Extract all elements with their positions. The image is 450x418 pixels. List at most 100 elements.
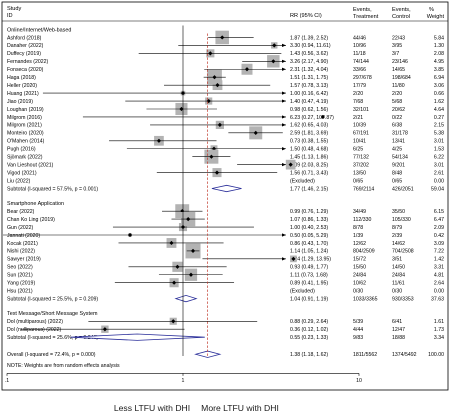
study-25-events-treatment: 15/72 — [353, 257, 366, 263]
study-28-point — [171, 280, 177, 285]
study-23-events-treatment: 12/62 — [353, 241, 366, 247]
study-2-weight: 2.08 — [434, 51, 444, 57]
study-29-weight: 0.00 — [434, 288, 444, 294]
weights-note: NOTE: Weights are from random effects an… — [7, 363, 120, 369]
study-10-point — [320, 114, 325, 120]
study-15-events-treatment: 77/132 — [353, 155, 369, 161]
study-28-events-treatment: 10/62 — [353, 281, 366, 287]
study-12-events-treatment: 67/191 — [353, 131, 369, 137]
study-0-weight: 5.84 — [434, 35, 444, 41]
study-20-point — [186, 217, 191, 222]
study-24-label: Nishi (2022) — [7, 249, 35, 255]
header-study: Study — [7, 6, 22, 12]
study-1-events-control: 3/95 — [392, 43, 402, 49]
study-16-events-treatment: 37/202 — [353, 162, 369, 168]
study-9-weight: 4.64 — [434, 107, 444, 113]
study-22-point — [127, 232, 133, 238]
study-1-weight: 1.30 — [434, 43, 444, 49]
study-18-label: Liu (2022) — [7, 178, 31, 184]
study-15-point — [209, 154, 214, 159]
study-8-ci-line-arrow — [282, 99, 286, 103]
study-23-events-control: 14/62 — [392, 241, 405, 247]
right-direction-label: More LTFU with DHI — [201, 403, 279, 413]
study-11-point — [217, 122, 222, 127]
overall-events-control: 1374/5492 — [392, 352, 417, 358]
group-1-subtotal-events-control: 930/3353 — [392, 296, 414, 302]
study-0-events-treatment: 44/46 — [353, 35, 366, 41]
study-2-events-control: 3/7 — [392, 51, 399, 57]
study-27-events-treatment: 24/84 — [353, 273, 366, 279]
group-1-subtotal-events-treatment: 1033/3365 — [353, 296, 378, 302]
header-weight-2: Weight — [427, 14, 445, 20]
study-17-events-control: 8/48 — [392, 170, 402, 176]
study-30-events-treatment: 5/39 — [353, 319, 363, 325]
study-22-events-treatment: 1/39 — [353, 233, 363, 239]
study-19-events-treatment: 34/49 — [353, 209, 366, 215]
study-10-weight: 0.27 — [434, 115, 444, 121]
study-2-point — [208, 51, 213, 56]
study-0-point — [220, 35, 225, 40]
study-27-label: Sun (2021) — [7, 273, 33, 279]
study-24-point — [190, 248, 196, 254]
study-25-label: Sawyer (2019) — [7, 257, 41, 263]
study-17-ci-label: 1.56 (0.71, 3.43) — [290, 170, 328, 176]
x-tick-label-1: 1 — [182, 378, 185, 384]
group-0-subtotal-events-control: 426/2051 — [392, 186, 414, 192]
study-20-events-control: 105/330 — [392, 217, 411, 223]
group-2-title: Text Message/Short Message System — [7, 311, 98, 317]
group-0-subtotal-weight: 59.04 — [431, 186, 444, 192]
group-1-subtotal-diamond — [174, 294, 198, 303]
group-1-subtotal-label: Subtotal (I-squared = 25.5%, p = 0.209) — [7, 296, 98, 302]
study-30-label: Dol (multiparous) (2022) — [7, 319, 63, 325]
study-20-label: Chan Ko Ling (2019) — [7, 217, 55, 223]
study-27-events-control: 24/84 — [392, 273, 405, 279]
study-8-events-control: 5/68 — [392, 99, 402, 105]
study-16-weight: 3.01 — [434, 162, 444, 168]
study-21-ci-label: 1.00 (0.40, 2.53) — [290, 225, 328, 231]
study-11-ci-label: 1.62 (0.65, 4.03) — [290, 123, 328, 129]
study-22-label: Jannati (2020) — [7, 233, 40, 239]
forest-rows: Online/Internet/Web-based Ashford (2018) 1… — [3, 25, 444, 369]
study-11-label: Milgrom (2021) — [7, 123, 42, 129]
study-29-label: Hsu (2021) — [7, 288, 33, 294]
study-17-label: Vigod (2021) — [7, 170, 37, 176]
left-direction-label: Less LTFU with DHI — [114, 403, 190, 413]
study-31-events-control: 12/47 — [392, 327, 405, 333]
group-0-subtotal-label: Subtotal (I-squared = 57.5%, p = 0.001) — [7, 186, 98, 192]
study-7-ci-line-arrow — [282, 91, 286, 95]
study-14-label: Pugh (2016) — [7, 147, 36, 153]
x-tick-label-2: 10 — [356, 378, 362, 384]
study-15-ci-label: 1.45 (1.13, 1.86) — [290, 155, 328, 161]
study-31-events-treatment: 4/44 — [353, 327, 363, 333]
study-13-events-control: 13/41 — [392, 139, 405, 145]
study-27-point — [188, 272, 194, 277]
study-27-ci-label: 1.11 (0.73, 1.68) — [290, 273, 328, 279]
study-25-point — [291, 256, 296, 261]
x-axis: .1 1 10 — [5, 373, 362, 384]
study-1-label: Danaher (2022) — [7, 43, 44, 49]
study-25-events-control: 3/51 — [392, 257, 402, 263]
study-22-ci-label: 0.50 (0.05, 5.29) — [290, 233, 328, 239]
study-8-events-treatment: 7/68 — [353, 99, 363, 105]
study-19-events-control: 35/50 — [392, 209, 405, 215]
study-7-events-control: 2/20 — [392, 91, 402, 97]
study-31-weight: 1.73 — [434, 327, 444, 333]
header-id: ID — [7, 13, 13, 19]
study-11-events-control: 6/38 — [392, 123, 402, 129]
study-23-label: Kocak (2021) — [7, 241, 38, 247]
study-9-label: Loughan (2019) — [7, 107, 44, 113]
study-21-events-control: 8/79 — [392, 225, 402, 231]
study-22-events-control: 2/39 — [392, 233, 402, 239]
study-30-ci-label: 0.88 (0.29, 2.64) — [290, 319, 328, 325]
study-14-ci-line-arrow — [282, 147, 286, 151]
study-10-events-treatment: 2/21 — [353, 115, 363, 121]
study-3-label: Fernandes (2022) — [7, 59, 49, 65]
group-2-subtotal-events-treatment: 9/83 — [353, 335, 363, 341]
study-25-ci-line-arrow — [282, 257, 286, 261]
header-rr: RR (95% CI) — [290, 13, 322, 19]
group-0-title: Online/Internet/Web-based — [7, 27, 71, 33]
overall-weight: 100.00 — [428, 352, 444, 358]
overall-ci-label: 1.38 (1.18, 1.62) — [290, 352, 328, 358]
study-22-ci-line-arrow — [282, 233, 286, 237]
study-5-label: Haga (2018) — [7, 75, 36, 81]
